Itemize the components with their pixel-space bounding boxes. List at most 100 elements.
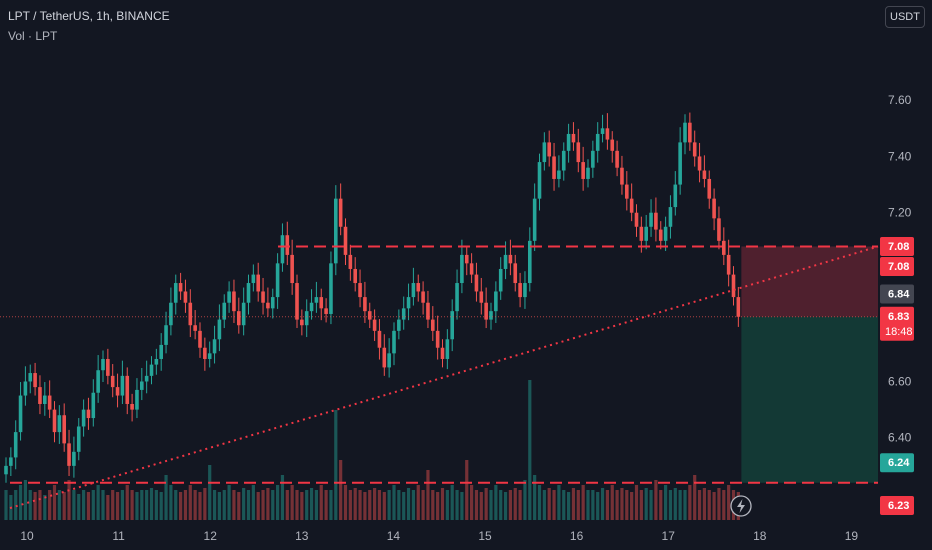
candle-body: [57, 415, 62, 433]
candle-body: [275, 263, 280, 298]
candle-body: [246, 283, 251, 303]
candle: [591, 140, 595, 178]
volume-bar: [494, 485, 498, 520]
candle-body: [207, 353, 212, 359]
candle: [280, 223, 285, 272]
candle-body: [557, 170, 561, 179]
volume-bar: [445, 490, 449, 520]
volume-bar: [339, 460, 343, 520]
price-badge-value: 7.08: [888, 261, 909, 273]
candle-body: [125, 375, 130, 404]
candle-body: [644, 226, 648, 241]
candle: [367, 302, 372, 329]
candle: [571, 122, 576, 151]
volume-bar: [208, 465, 212, 520]
volume-bar: [562, 490, 566, 520]
candle: [363, 281, 367, 323]
candle: [110, 364, 115, 398]
volume-bar: [246, 490, 251, 520]
candle: [86, 397, 91, 430]
candle-body: [52, 409, 57, 433]
candle-body: [358, 283, 362, 298]
candle-body: [498, 268, 503, 292]
candle: [207, 341, 212, 368]
price-tick-label: 7.20: [888, 206, 912, 220]
candle-body: [561, 150, 566, 171]
candle: [304, 299, 309, 338]
candle: [343, 218, 348, 266]
volume-bar: [77, 494, 81, 520]
candle: [484, 287, 488, 329]
volume-bar: [67, 480, 71, 520]
volume-bar: [38, 490, 42, 520]
candle-body: [605, 128, 610, 140]
currency-button[interactable]: USDT: [885, 6, 925, 28]
candle: [256, 262, 260, 302]
candle: [445, 329, 450, 370]
candle-body: [586, 167, 590, 179]
candle-body: [222, 302, 227, 320]
volume-bar: [693, 475, 697, 520]
candle-body: [159, 344, 163, 359]
candle: [528, 227, 532, 292]
volume-bar: [634, 485, 639, 520]
candle: [581, 146, 585, 191]
candle-body: [324, 308, 328, 314]
volume-bar: [450, 485, 454, 520]
candle: [212, 325, 217, 364]
candle: [552, 142, 556, 191]
candle: [135, 378, 139, 419]
candle: [586, 159, 590, 188]
candle-body: [722, 240, 726, 255]
position-zones: [741, 246, 878, 483]
volume-bar: [533, 475, 537, 520]
candle: [605, 113, 610, 150]
candle-body: [634, 212, 639, 227]
volume-bar: [508, 490, 512, 520]
candle-body: [717, 218, 721, 241]
candle-body: [106, 358, 110, 376]
volume-bar: [115, 492, 120, 520]
volume-bar: [193, 490, 197, 520]
candle: [314, 281, 319, 313]
candle-body: [47, 395, 52, 410]
volume-bar: [688, 485, 692, 520]
candle: [440, 339, 445, 368]
volume-bar: [673, 488, 677, 520]
candle: [169, 287, 173, 336]
candle: [595, 122, 600, 163]
volume-bar: [295, 490, 299, 520]
candle: [38, 375, 42, 415]
time-axis[interactable]: 10 11 12 13 14 15 16 17 18 19: [20, 529, 858, 543]
drawing-lines[interactable]: [0, 245, 879, 510]
volume-bar: [649, 490, 653, 520]
candle: [164, 311, 168, 354]
candle-body: [392, 330, 396, 354]
volume-bar: [615, 490, 619, 520]
candle: [392, 322, 396, 366]
candle-body: [639, 226, 644, 241]
candle: [237, 297, 241, 334]
candle-body: [566, 133, 571, 151]
volume-bar: [630, 492, 634, 520]
volume-bar: [610, 485, 614, 520]
time-tick-label: 12: [204, 529, 218, 543]
candles: [4, 112, 741, 483]
volume-bar: [484, 488, 488, 520]
volume-bar: [717, 488, 721, 520]
candle-body: [615, 150, 619, 168]
volume-bar: [702, 488, 706, 520]
volume-bar: [503, 492, 508, 520]
candle: [513, 254, 518, 292]
flash-icon[interactable]: [730, 495, 752, 517]
price-badge-bg: [880, 453, 914, 473]
candle-body: [697, 156, 702, 171]
candle-body: [702, 170, 707, 179]
candle: [401, 296, 406, 330]
volume-bar: [324, 490, 328, 520]
volume-bar: [697, 490, 702, 520]
time-tick-label: 15: [478, 529, 492, 543]
candle-body: [193, 325, 197, 331]
candle: [726, 239, 731, 287]
